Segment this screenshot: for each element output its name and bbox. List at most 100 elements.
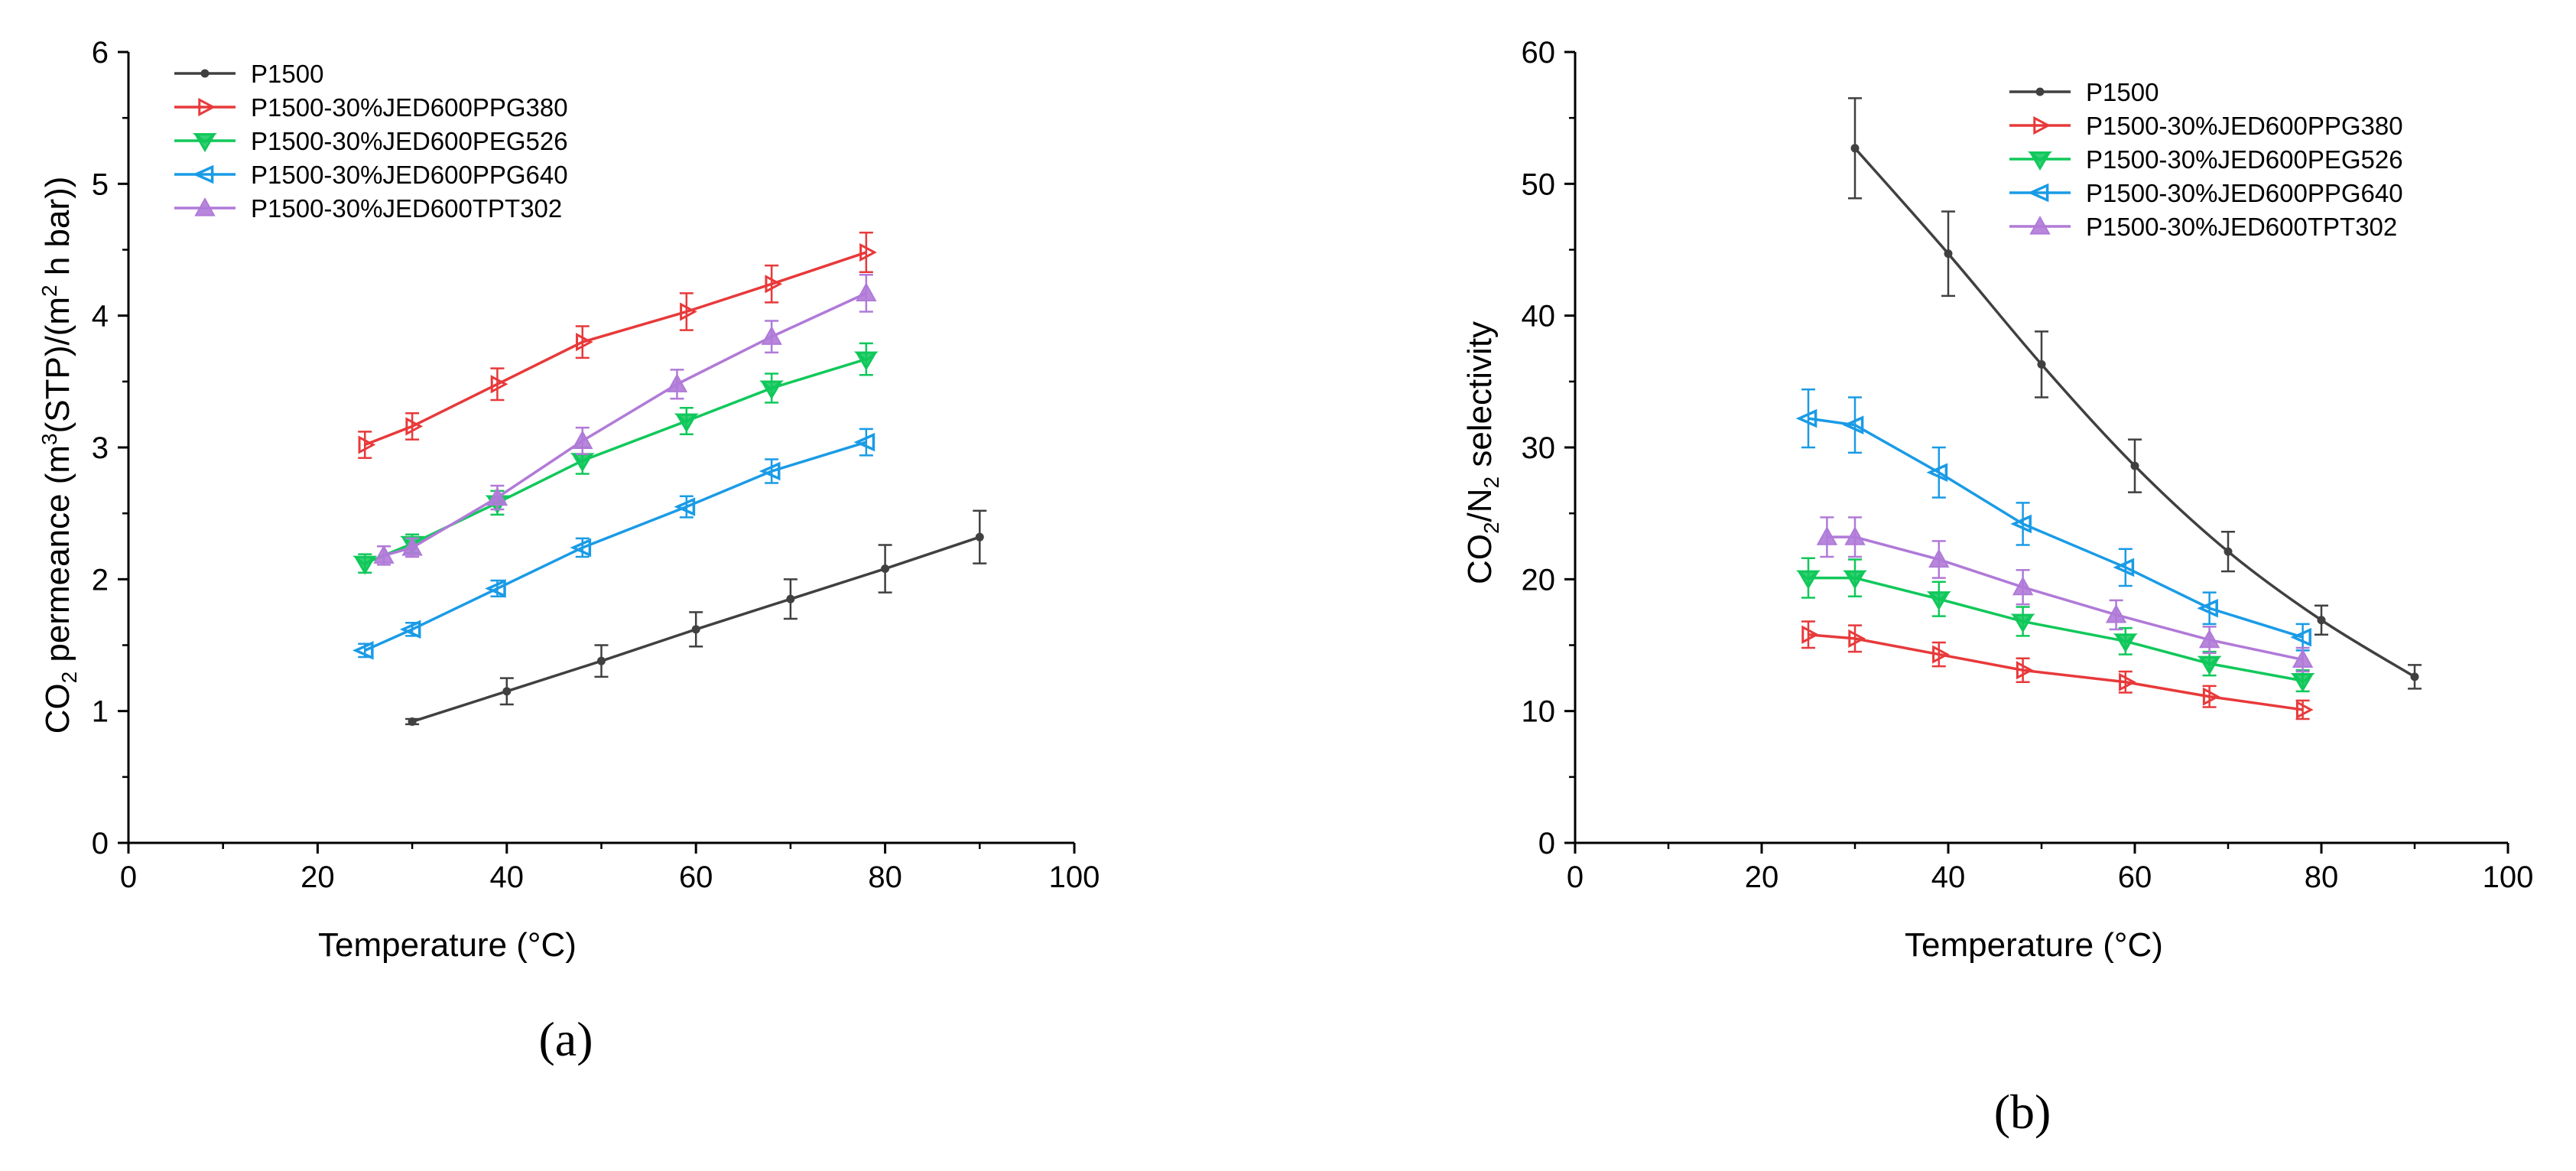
chart-b-y-tick-label: 20 <box>1522 563 1556 597</box>
chart-a-legend-item: P1500-30%JED600PPG640 <box>174 161 568 189</box>
chart-a-error-bar <box>765 458 779 484</box>
chart-b-data-point <box>1926 463 1948 483</box>
chart-a-x-tick-label: 20 <box>300 860 335 894</box>
chart-a-data-point <box>597 656 606 665</box>
chart-a-error-bar <box>575 325 590 359</box>
chart-b-data-point <box>2291 673 2315 692</box>
chart-b-error-bar <box>2118 548 2133 587</box>
chart-b-error-bar <box>1931 446 1946 499</box>
chart-a-data-point <box>490 375 508 394</box>
chart-b-data-point <box>1848 629 1866 648</box>
chart-a-panel-label: (a) <box>538 1012 593 1066</box>
chart-b-error-bar <box>1801 388 1815 449</box>
chart-a-legend-label: P1500 <box>251 60 323 88</box>
chart-a-y-tick-label: 3 <box>92 431 109 465</box>
chart-a-series-4 <box>373 273 877 566</box>
chart-b-x-tick-label: 20 <box>1745 860 1779 894</box>
chart-a-data-point <box>691 625 700 634</box>
chart-a-data-point <box>786 594 795 603</box>
chart-a-legend: P1500 P1500-30%JED600PPG380 P1500-30%JED60… <box>174 60 568 223</box>
chart-a-data-point <box>401 536 423 556</box>
chart-a-data-point <box>675 413 698 433</box>
chart-a-series-line <box>364 251 867 447</box>
chart-b-data-point <box>2113 558 2135 577</box>
chart-b-data-point <box>2290 627 2311 647</box>
chart-b-data-point <box>2202 687 2220 706</box>
chart-b-legend: P1500 P1500-30%JED600PPG380 P1500-30%JED60… <box>2009 78 2403 241</box>
chart-a-error-bar <box>765 264 779 304</box>
chart-a-y-tick-label: 4 <box>92 300 109 333</box>
chart-b-series-0 <box>1848 97 2422 690</box>
chart-b-series-line <box>1808 633 2303 711</box>
chart-a: 0 20 40 60 80 100 0 1 2 3 4 5 6 Temperature (°C) CO2… <box>37 36 1100 1066</box>
chart-a-data-point <box>859 242 877 262</box>
chart-a-error-bar <box>859 428 873 457</box>
chart-b-data-point <box>2130 461 2139 470</box>
chart-b-legend-label: P1500-30%JED600PPG380 <box>2086 112 2403 140</box>
chart-b-error-bar <box>2202 591 2217 626</box>
chart-a-legend-item: P1500 <box>174 60 323 88</box>
chart-b-data-point <box>2012 576 2034 596</box>
chart-a-data-point <box>399 620 421 639</box>
chart-b-legend-marker <box>2033 115 2051 135</box>
chart-b-error-bar <box>1931 641 1946 668</box>
chart-b-y-tick-label: 30 <box>1522 431 1556 465</box>
chart-b-legend-marker <box>2029 215 2051 235</box>
chart-a-data-point <box>571 453 594 473</box>
chart-a-series-2 <box>352 342 879 575</box>
chart-a-data-point <box>765 275 783 294</box>
chart-a-error-bar <box>679 495 694 519</box>
chart-a-data-point <box>759 461 781 481</box>
chart-a-legend-item: P1500-30%JED600TPT302 <box>174 194 562 223</box>
chart-b-series-3 <box>1795 388 2311 652</box>
chart-b-series-1 <box>1801 620 2314 720</box>
chart-b-data-point <box>2198 655 2221 675</box>
chart-a-legend-item: P1500-30%JED600PPG380 <box>174 93 568 122</box>
chart-a-legend-marker <box>200 69 210 78</box>
chart-a-data-point <box>855 351 878 371</box>
chart-b-data-point <box>2224 547 2233 556</box>
chart-b-legend-item: P1500-30%JED600PEG526 <box>2009 145 2403 174</box>
chart-a-data-point <box>680 302 697 321</box>
chart-b-panel-label: (b) <box>1994 1085 2051 1139</box>
chart-a-x-axis-label: Temperature (°C) <box>318 926 577 964</box>
chart-b-data-point <box>2410 672 2419 681</box>
chart-b-legend-item: P1500-30%JED600PPG380 <box>2009 112 2403 140</box>
chart-a-data-point <box>674 497 696 516</box>
chart-a-data-point <box>352 641 374 660</box>
chart-b-data-point <box>1928 548 1950 568</box>
chart-b-tick-labels: 0 20 40 60 80 100 0 10 20 30 40 50 60 <box>1522 36 2534 894</box>
chart-a-series-line <box>364 357 867 565</box>
chart-a-y-tick-label: 5 <box>92 168 109 201</box>
chart-b-x-axis-label: Temperature (°C) <box>1905 926 2163 964</box>
chart-b-legend-marker <box>2029 151 2051 171</box>
chart-a-data-point <box>570 538 592 558</box>
chart-a-legend-marker <box>194 197 216 216</box>
chart-a-data-point <box>666 373 688 392</box>
chart-a-x-tick-label: 100 <box>1049 860 1100 894</box>
chart-b-x-tick-label: 0 <box>1567 860 1584 894</box>
chart-b-series-2 <box>1795 557 2315 693</box>
chart-b-y-tick-label: 60 <box>1522 36 1556 70</box>
chart-b-data-point <box>1795 408 1817 428</box>
chart-a-legend-label: P1500-30%JED600PPG380 <box>251 93 568 122</box>
chart-a-plot-area <box>352 231 987 726</box>
chart-b-data-point <box>2292 649 2314 668</box>
chart-a-error-bar <box>859 231 873 274</box>
chart-a-y-tick-label: 2 <box>92 563 109 597</box>
chart-b: 0 20 40 60 80 100 0 10 20 30 40 50 60 Temperature (°… <box>1461 36 2533 1139</box>
chart-b-legend-marker <box>2027 183 2049 203</box>
chart-a-data-point <box>761 326 782 345</box>
chart-b-data-point <box>2119 672 2136 691</box>
chart-a-data-point <box>853 432 875 452</box>
chart-b-data-point <box>1801 625 1819 644</box>
chart-a-series-1 <box>358 231 877 460</box>
chart-b-y-tick-label: 40 <box>1522 300 1556 333</box>
chart-b-error-bar <box>2118 670 2133 694</box>
chart-b-axes <box>1564 50 2509 854</box>
chart-a-legend-marker <box>192 164 214 184</box>
chart-b-x-tick-label: 100 <box>2483 860 2534 894</box>
chart-a-error-bar <box>679 292 694 331</box>
chart-b-error-bar <box>1801 620 1815 649</box>
chart-a-data-point <box>353 555 376 575</box>
